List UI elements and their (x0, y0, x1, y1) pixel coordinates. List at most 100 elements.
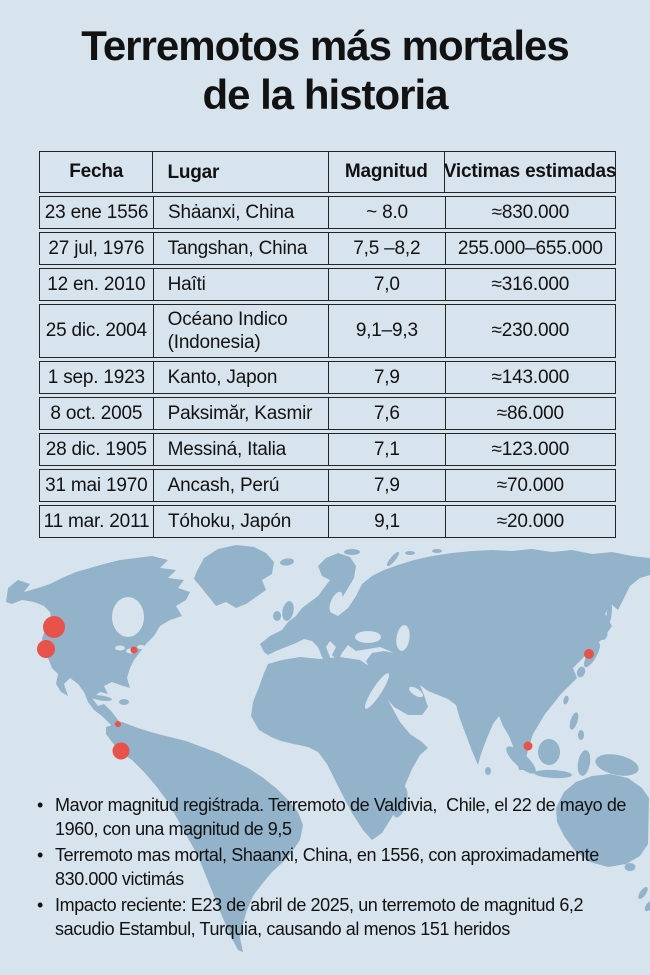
table-row: 25 dic. 2004 Océano Indico (Indonesia) 9,1… (39, 304, 616, 358)
caspian-sea (396, 625, 410, 651)
island-arctic-2 (405, 551, 415, 555)
island-sumatra (506, 746, 536, 774)
island-sakhalin (606, 603, 612, 627)
island-borneo (538, 739, 560, 765)
hudson-bay (112, 597, 144, 637)
cell-fecha: 1 sep. 1923 (47, 366, 145, 388)
earthquake-location-dot (584, 649, 594, 659)
header-magnitud: Magnitud (327, 152, 444, 192)
island-new-zealand-1 (638, 887, 648, 899)
cell-victimas: ≈230.000 (444, 305, 615, 357)
black-sea (355, 631, 381, 643)
cell-victimas: ≈316.000 (444, 269, 615, 300)
cell-lugar: Tóhoku, Japón (153, 506, 328, 537)
header-victimas: Victimas estimadas (444, 152, 616, 192)
island-new-zealand-2 (644, 900, 650, 912)
table-row: 31 mai 1970 Ancash, Perú 7,9 ≈70.000 (39, 469, 616, 502)
cell-magnitud: 7,6 (328, 398, 445, 429)
island-taiwan (563, 695, 569, 705)
island-sri-lanka (485, 767, 491, 775)
cell-victimas: 255.000–655.000 (444, 233, 615, 264)
island-philippines-2 (578, 730, 584, 740)
note-item: Mavor magnitud regiśtrada. Terremoto de … (34, 793, 640, 841)
cell-victimas: ≈70.000 (444, 470, 615, 501)
cell-fecha: 23 ene 1556 (44, 201, 149, 223)
table-row: 23 ene 1556 Shȧanxi, China ~ 8.0 ≈830.000 (39, 196, 616, 229)
cell-victimas: ≈123.000 (444, 434, 615, 465)
cell-fecha: 31 mai 1970 (45, 474, 148, 496)
continent-north-america (6, 556, 190, 730)
cell-fecha: 28 dic. 1905 (45, 438, 147, 460)
cell-magnitud: 7,1 (328, 434, 445, 465)
earthquake-location-dot (130, 646, 138, 654)
table-row: 27 jul, 1976 Tangshan, China 7,5 –8,2 255.0… (39, 232, 616, 265)
continent-greenland (194, 545, 274, 608)
cell-fecha: 12 en. 2010 (47, 273, 146, 295)
table-row: 8 oct. 2005 Paksimăr, Kasmir 7,6 ≈86.000 (39, 397, 616, 430)
cell-magnitud: 7,9 (328, 362, 445, 393)
cell-lugar: Haîti (152, 269, 328, 300)
island-sulawesi (577, 750, 591, 776)
island-ireland (273, 611, 281, 621)
page-title-line2: de la historia (202, 70, 448, 118)
cell-magnitud: 9,1 (328, 506, 445, 537)
earthquake-location-dot (112, 742, 130, 760)
cell-lugar: Messiná, Italia (152, 434, 328, 465)
island-hispaniola (119, 699, 129, 705)
earthquake-dot-layer (37, 616, 594, 760)
cell-magnitud: 9,1–9,3 (328, 305, 445, 357)
page-title-line1: Terremotos más mortales (81, 22, 569, 69)
cell-lugar: Océano Indico (Indonesia) (152, 305, 328, 357)
cell-fecha: 25 dic. 2004 (45, 320, 147, 341)
header-fecha: Fecha (69, 161, 124, 182)
cell-lugar: Paksimăr, Kasmir (152, 398, 328, 429)
island-japan-kyushu (576, 666, 586, 678)
cell-victimas: ≈143.000 (444, 362, 615, 393)
cell-lugar: Kanto, Japon (152, 362, 328, 393)
cell-magnitud: 7,5 –8,2 (328, 233, 445, 264)
continent-eurasia (260, 549, 650, 770)
great-lake-1 (115, 645, 125, 651)
great-lake-3 (137, 645, 145, 649)
earthquake-location-dot (523, 741, 533, 751)
note-item: Terremoto mas mortal, Shaanxi, China, en… (34, 843, 640, 891)
island-japan-hokkaido (596, 628, 608, 640)
header-lugar: Lugar (152, 152, 327, 192)
cell-magnitud: 7,0 (328, 269, 445, 300)
island-arctic-3 (432, 549, 442, 553)
island-new-guinea (595, 754, 639, 776)
earthquake-table: Fecha Lugar Magnitud Victimas estimadas … (39, 151, 616, 538)
earthquake-location-dot (43, 616, 65, 638)
cell-lugar: Shȧanxi, China (153, 197, 328, 228)
baltic-sea (329, 591, 343, 613)
cell-lugar: Ancash, Perú (152, 470, 328, 501)
earthquake-location-dot (115, 721, 121, 727)
island-philippines-1 (569, 712, 579, 730)
earthquake-location-dot (37, 640, 55, 658)
notes-list: Mavor magnitud regiśtrada. Terremoto de … (34, 793, 640, 943)
table-row: 1 sep. 1923 Kanto, Japon 7,9 ≈143.000 (39, 361, 616, 394)
cell-magnitud: ~ 8.0 (328, 197, 445, 228)
island-arctic-1 (344, 549, 360, 555)
cell-victimas: ≈830.000 (444, 197, 615, 228)
island-java (534, 769, 572, 779)
cell-magnitud: 7,9 (328, 470, 445, 501)
cell-victimas: ≈20.000 (444, 506, 615, 537)
page-title: Terremotos más mortales de la historia (0, 22, 650, 119)
table-row: 11 mar. 2011 Tóhoku, Japón 9,1 ≈20.000 (39, 505, 616, 538)
cell-lugar: Tangshan, China (152, 233, 328, 264)
cell-victimas: ≈86.000 (444, 398, 615, 429)
island-iceland (280, 558, 294, 566)
island-novaya-zemlya (386, 551, 400, 567)
note-item: Impacto reciente: E23 de abril de 2025, … (34, 893, 640, 941)
cell-fecha: 27 jul, 1976 (48, 237, 145, 259)
table-row: 28 dic. 1905 Messiná, Italia 7,1 ≈123.000 (39, 433, 616, 466)
table-header-row: Fecha Lugar Magnitud Victimas estimadas (39, 151, 616, 193)
island-cuba (90, 695, 112, 701)
cell-fecha: 8 oct. 2005 (50, 402, 143, 424)
cell-fecha: 11 mar. 2011 (43, 510, 150, 532)
persian-gulf (409, 686, 423, 698)
table-row: 12 en. 2010 Haîti 7,0 ≈316.000 (39, 268, 616, 301)
island-uk (282, 601, 294, 621)
red-sea (364, 673, 390, 709)
